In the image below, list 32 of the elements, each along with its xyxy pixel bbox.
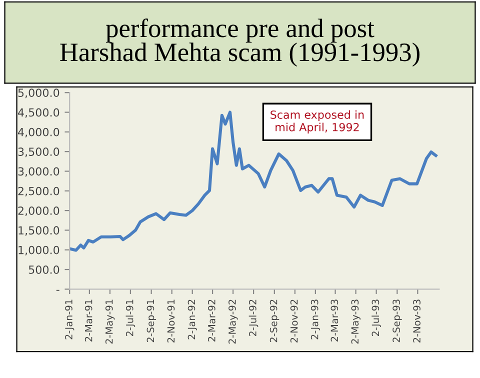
chart-title: performance pre and post Harshad Mehta scam (1991-1993) bbox=[60, 18, 420, 67]
x-tick-label: 2-Sep-91 bbox=[146, 300, 156, 342]
y-tick-label: 2,500.0 bbox=[18, 186, 60, 196]
y-tick-label: 2,000.0 bbox=[18, 206, 60, 216]
annotation: Scam exposed in mid April, 1992 bbox=[270, 110, 364, 134]
x-tick-label: 2-May-91 bbox=[105, 300, 115, 344]
x-tick-label: 2-Nov-93 bbox=[413, 300, 420, 342]
x-tick-label: 2-Nov-91 bbox=[167, 300, 175, 342]
x-tick-label: 2-Mar-93 bbox=[330, 300, 338, 342]
x-tick-label: 2-Jul-91 bbox=[126, 300, 136, 336]
y-tick-label: 3,000.0 bbox=[18, 167, 60, 177]
x-tick-label: 2-Jan-92 bbox=[188, 300, 197, 340]
y-tick-label: 5,000.0 bbox=[18, 88, 60, 98]
x-tick-label: 2-May-93 bbox=[351, 300, 360, 344]
y-tick-label: 3,500.0 bbox=[18, 148, 60, 158]
x-tick-label: 2-Sep-93 bbox=[392, 300, 402, 342]
x-tick-label: 2-Mar-91 bbox=[84, 300, 92, 342]
x-tick-label: 2-Jan-93 bbox=[310, 300, 320, 340]
x-tick-label: 2-Jan-91 bbox=[65, 300, 74, 340]
y-tick-label: 4,000.0 bbox=[18, 128, 60, 138]
x-tick-label: 2-Jul-92 bbox=[248, 300, 258, 336]
x-tick-label: 2-May-92 bbox=[228, 300, 238, 344]
x-tick-label: 2-Nov-92 bbox=[290, 300, 298, 342]
y-tick-label: 4,500.0 bbox=[18, 108, 60, 118]
y-tick-label: - bbox=[56, 290, 60, 291]
x-tick-label: 2-Sep-92 bbox=[270, 300, 280, 342]
x-tick-label: 2-Mar-92 bbox=[208, 300, 216, 342]
x-tick-label: 2-Jul-93 bbox=[372, 300, 381, 336]
y-tick-label: 500.0 bbox=[28, 265, 60, 274]
y-tick-label: 1,500.0 bbox=[18, 226, 60, 236]
y-tick-label: 1,000.0 bbox=[18, 246, 60, 256]
line-series bbox=[70, 110, 438, 252]
